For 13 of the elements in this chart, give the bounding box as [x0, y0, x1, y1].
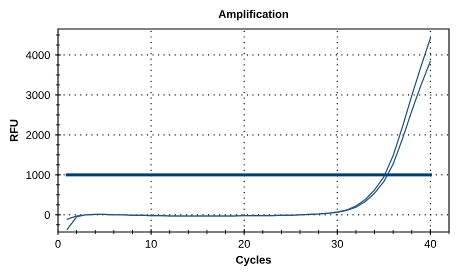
x-tick-label: 40 — [424, 240, 436, 248]
y-tick-label: 4000 — [26, 51, 50, 60]
chart-title: Amplification — [218, 10, 288, 20]
x-tick-label: 30 — [332, 240, 344, 248]
x-tick-label: 0 — [55, 240, 61, 248]
x-axis-title: Cycles — [236, 256, 271, 266]
y-tick-label: 1000 — [26, 171, 50, 179]
y-tick-label: 0 — [44, 211, 50, 219]
y-axis-title: RFU — [10, 120, 18, 142]
y-tick-label: 2000 — [26, 131, 50, 140]
y-tick-label: 3000 — [26, 91, 50, 100]
x-tick-label: 20 — [238, 240, 250, 248]
x-tick-label: 10 — [146, 240, 157, 248]
